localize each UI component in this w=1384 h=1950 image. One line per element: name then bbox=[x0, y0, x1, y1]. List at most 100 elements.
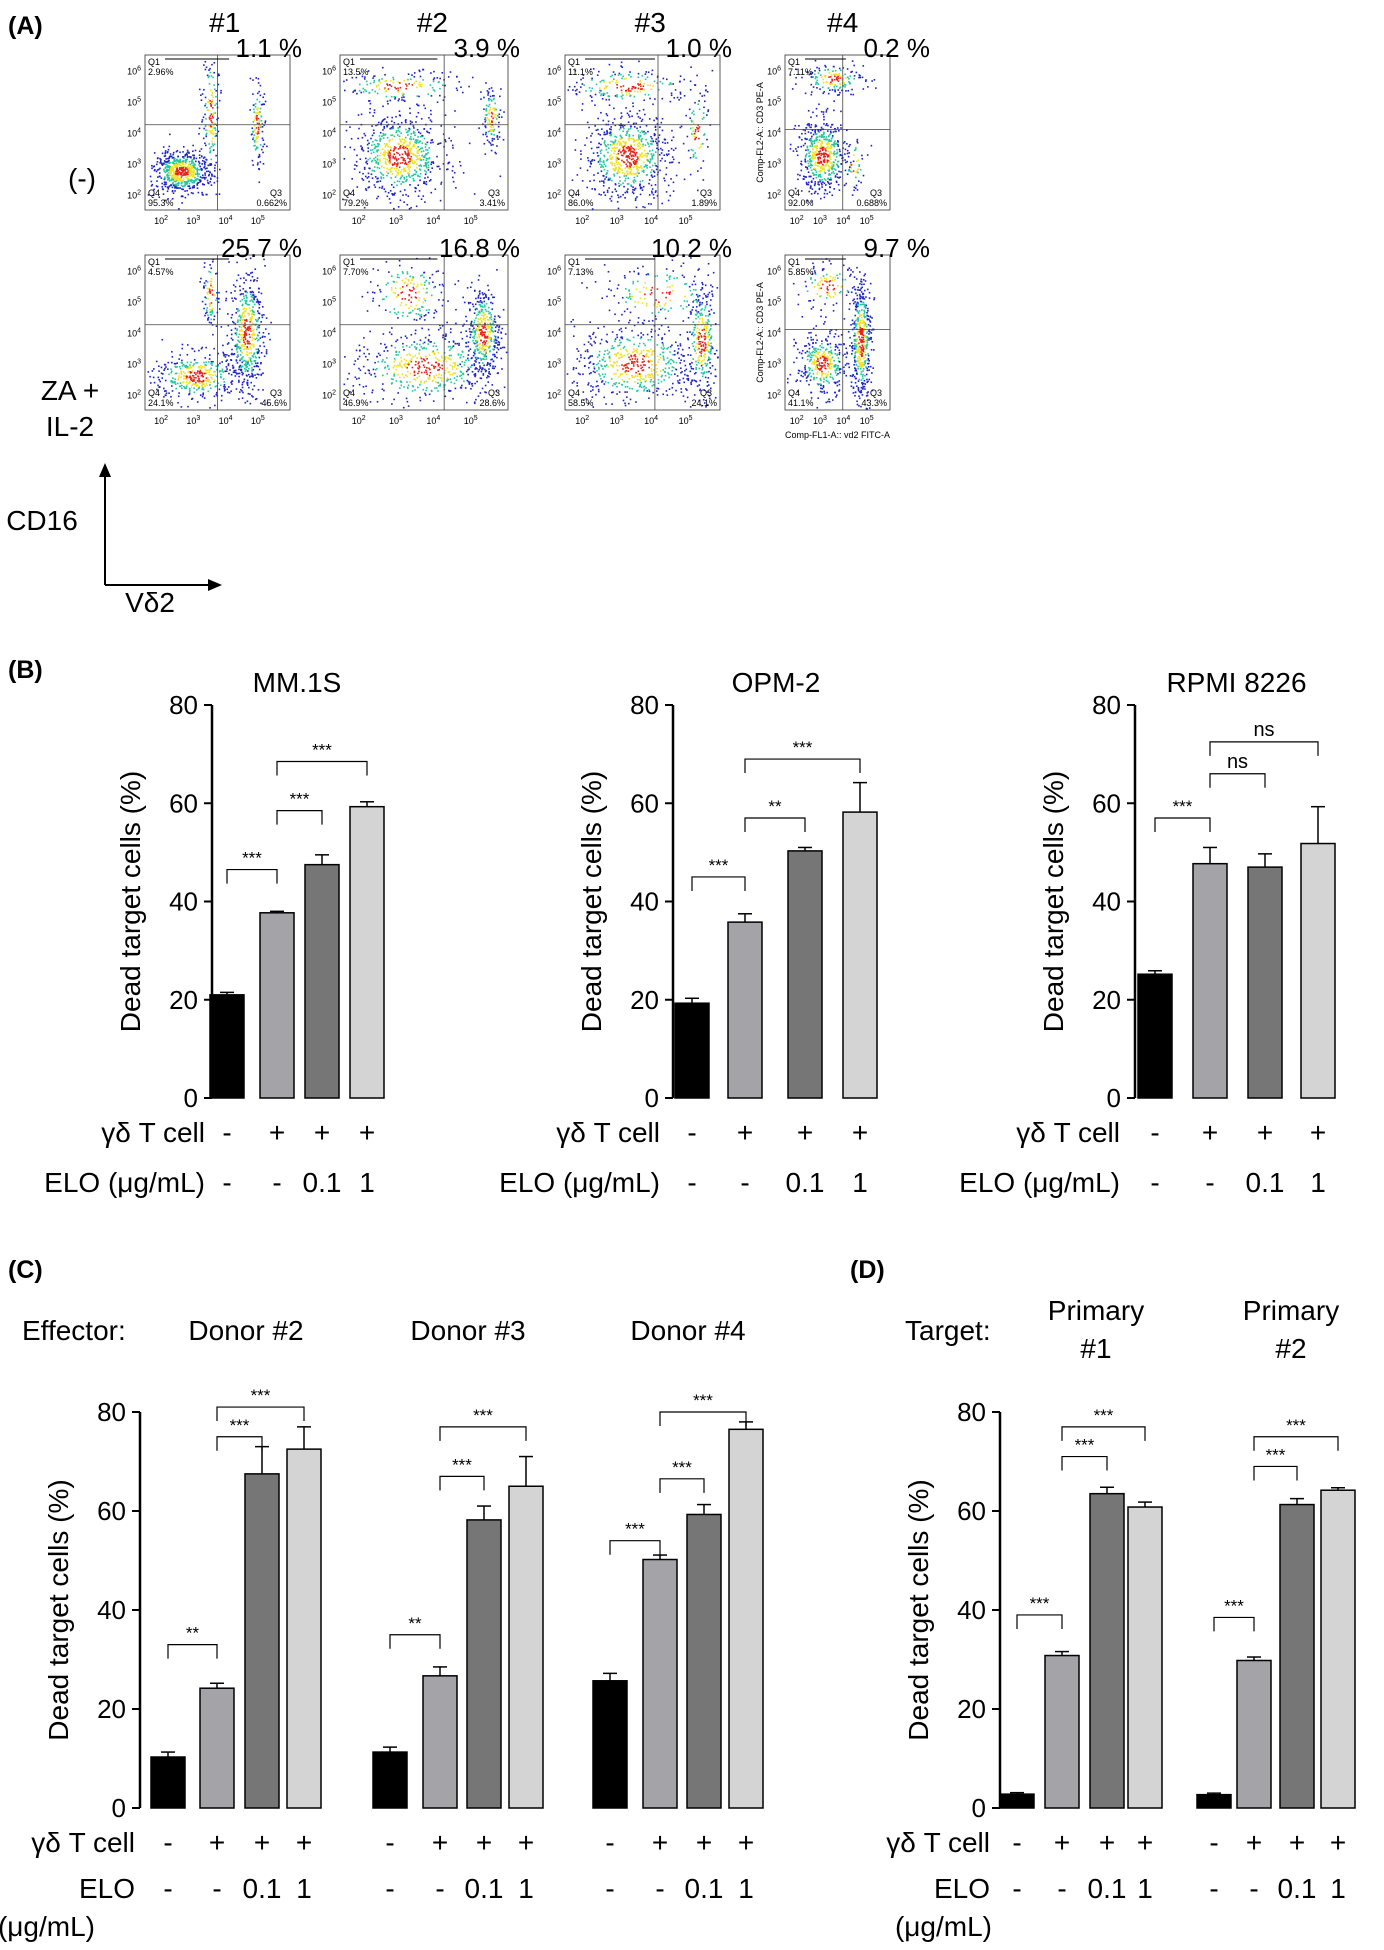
flow-event bbox=[480, 91, 482, 93]
flow-event bbox=[401, 99, 403, 101]
flow-event bbox=[179, 151, 181, 154]
flow-event bbox=[422, 388, 425, 391]
flow-event bbox=[179, 161, 181, 163]
flow-event bbox=[830, 138, 833, 140]
flow-event bbox=[856, 140, 858, 143]
flow-event bbox=[849, 75, 852, 77]
flow-event bbox=[388, 161, 390, 164]
flow-event bbox=[629, 171, 632, 174]
flow-event bbox=[838, 170, 840, 173]
flow-event bbox=[855, 184, 858, 187]
flow-event bbox=[489, 122, 491, 125]
flow-event bbox=[212, 127, 215, 130]
flow-event bbox=[248, 304, 250, 306]
flow-event bbox=[399, 364, 401, 366]
flow-event bbox=[461, 91, 464, 94]
flow-event bbox=[239, 317, 242, 319]
flow-event bbox=[411, 84, 414, 86]
flow-event bbox=[823, 164, 825, 167]
flow-event bbox=[417, 362, 419, 365]
flow-event bbox=[633, 181, 635, 184]
flow-event bbox=[486, 135, 488, 138]
quadrant-value: 45.6% bbox=[261, 398, 287, 408]
flow-event bbox=[388, 159, 391, 162]
flow-event bbox=[244, 367, 246, 370]
flow-event bbox=[683, 95, 686, 97]
flow-event bbox=[238, 365, 241, 368]
flow-event bbox=[608, 128, 611, 130]
flow-event bbox=[418, 154, 421, 157]
flow-event bbox=[161, 377, 164, 379]
flow-event bbox=[262, 162, 265, 165]
flow-event bbox=[257, 117, 260, 120]
flow-event bbox=[598, 142, 600, 145]
flow-event bbox=[617, 196, 620, 199]
flow-event bbox=[499, 109, 502, 112]
flow-event bbox=[194, 176, 196, 179]
flow-event bbox=[181, 362, 183, 365]
flow-event bbox=[624, 167, 626, 169]
flow-event bbox=[397, 89, 400, 92]
flow-event bbox=[212, 133, 215, 136]
flow-event bbox=[855, 147, 857, 149]
flow-event bbox=[413, 132, 416, 134]
flow-event bbox=[814, 169, 817, 172]
flow-event bbox=[632, 172, 635, 175]
flow-event bbox=[692, 149, 694, 152]
flow-event bbox=[380, 176, 383, 179]
flow-event bbox=[424, 154, 426, 157]
flow-event bbox=[182, 146, 185, 148]
flow-event bbox=[252, 164, 254, 166]
flow-event bbox=[828, 71, 831, 74]
flow-event bbox=[207, 287, 209, 290]
flow-event bbox=[257, 312, 260, 314]
flow-event bbox=[261, 137, 264, 140]
flow-event bbox=[831, 172, 833, 174]
flow-event bbox=[617, 170, 619, 173]
flow-event bbox=[255, 147, 258, 150]
flow-event bbox=[636, 112, 639, 115]
flow-event bbox=[633, 139, 636, 142]
flow-event bbox=[608, 155, 611, 158]
flow-event bbox=[200, 375, 203, 377]
flow-event bbox=[384, 160, 387, 163]
flow-event bbox=[596, 152, 599, 154]
flow-event bbox=[251, 275, 254, 278]
flow-event bbox=[257, 348, 260, 351]
flow-event bbox=[402, 342, 404, 345]
flow-event bbox=[163, 181, 166, 184]
flow-event bbox=[242, 339, 245, 342]
flow-event bbox=[180, 384, 183, 387]
flow-event bbox=[820, 169, 823, 172]
flow-event bbox=[823, 196, 826, 199]
flow-event bbox=[606, 133, 608, 135]
flow-event bbox=[246, 381, 249, 384]
flow-event bbox=[255, 136, 258, 138]
flow-event bbox=[616, 159, 618, 161]
flow-event bbox=[209, 71, 212, 74]
flow-event bbox=[382, 359, 384, 361]
flow-event bbox=[837, 75, 839, 78]
flow-event bbox=[209, 89, 212, 91]
flow-event bbox=[428, 157, 430, 160]
flow-event bbox=[608, 187, 610, 189]
flow-event bbox=[391, 403, 393, 405]
flow-event bbox=[607, 179, 610, 181]
flow-event bbox=[846, 152, 849, 155]
tick-exponent: 2 bbox=[777, 190, 781, 197]
flow-event bbox=[256, 298, 259, 301]
flow-event bbox=[495, 116, 497, 119]
flow-event bbox=[666, 78, 668, 81]
flow-event bbox=[825, 66, 827, 68]
flow-event bbox=[445, 333, 447, 335]
flow-event bbox=[419, 169, 422, 171]
flow-event bbox=[829, 152, 831, 155]
flow-event bbox=[621, 77, 623, 80]
flow-event bbox=[405, 366, 407, 368]
flow-event bbox=[182, 180, 184, 182]
flow-event bbox=[492, 130, 495, 132]
flow-event bbox=[674, 89, 677, 91]
flow-event bbox=[390, 134, 392, 137]
flow-event bbox=[265, 352, 268, 355]
flow-event bbox=[599, 163, 601, 166]
